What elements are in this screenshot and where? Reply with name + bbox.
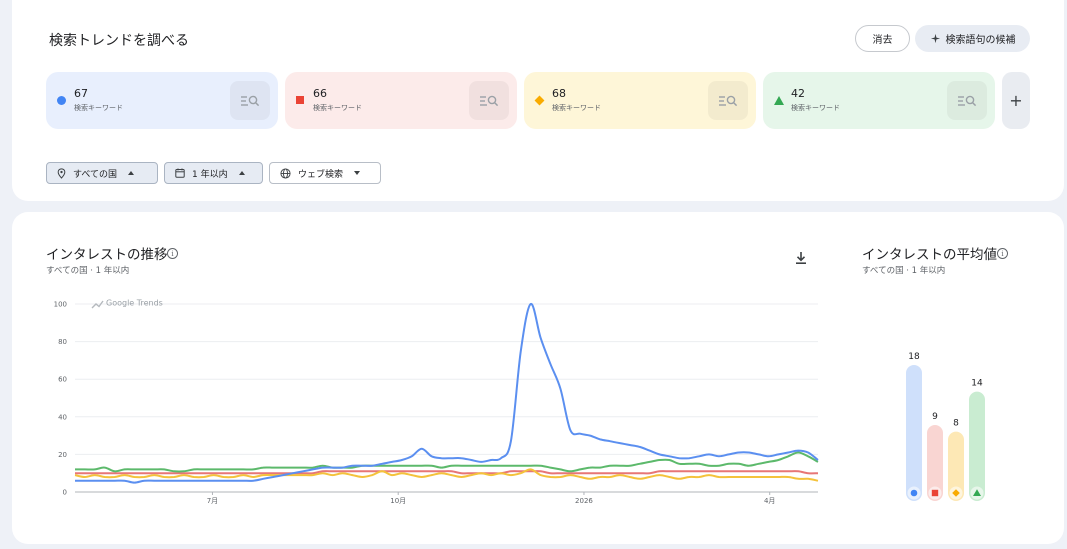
location-pin-icon <box>57 167 66 179</box>
keyword-label: 検索キーワード <box>791 104 840 112</box>
average-value-label: 18 <box>908 352 920 362</box>
keyword-card[interactable]: 68 検索キーワード <box>524 72 756 129</box>
series-line-3 <box>74 451 819 473</box>
keyword-label: 検索キーワード <box>552 104 601 112</box>
y-tick-label: 100 <box>54 301 67 309</box>
list-search-icon <box>719 95 738 106</box>
x-tick-label: 2026 <box>575 497 593 505</box>
average-bar[interactable] <box>927 425 943 501</box>
caret-down-icon <box>354 171 361 175</box>
time-range-label: 1 年以内 <box>192 169 228 180</box>
average-bar[interactable] <box>948 431 964 501</box>
caret-up-icon <box>128 171 135 175</box>
square-marker-icon <box>931 489 939 497</box>
page-title: 検索トレンドを調べる <box>49 33 189 49</box>
circle-marker-icon <box>910 489 918 497</box>
search-suggestions-button[interactable]: 検索語句の候補 <box>915 25 1030 52</box>
interest-line-chart: 0 20 40 60 80 100 7月 10月 2026 4月 Google Trends <box>54 299 819 505</box>
average-value-label: 14 <box>971 379 983 389</box>
circle-marker-icon <box>57 96 66 105</box>
info-icon[interactable]: i <box>997 248 1008 259</box>
keyword-card[interactable]: 66 検索キーワード <box>285 72 517 129</box>
sparkle-icon <box>930 33 940 44</box>
search-type-label: ウェブ検索 <box>298 169 344 180</box>
average-value-label: 8 <box>953 419 959 429</box>
info-icon[interactable]: i <box>167 248 178 259</box>
y-tick-label: 40 <box>58 413 67 421</box>
x-tick-label: 10月 <box>390 497 406 505</box>
download-icon[interactable] <box>793 250 809 266</box>
trend-icon <box>91 300 104 309</box>
series-line-0 <box>75 302 819 484</box>
y-tick-label: 80 <box>58 338 67 346</box>
interest-card <box>12 212 1064 544</box>
average-value-label: 9 <box>932 412 938 422</box>
diamond-marker-icon <box>534 95 545 106</box>
globe-icon <box>280 167 291 179</box>
y-tick-label: 0 <box>63 489 67 497</box>
series-line-2 <box>74 468 819 482</box>
keyword-value[interactable]: 67 <box>74 87 88 100</box>
keyword-label: 検索キーワード <box>74 104 123 112</box>
series-line-1 <box>75 470 819 475</box>
keyword-card[interactable]: 67 検索キーワード <box>46 72 278 129</box>
country-filter[interactable]: すべての国 <box>46 162 158 184</box>
keyword-value[interactable]: 42 <box>791 87 805 100</box>
y-tick-label: 60 <box>58 376 67 384</box>
x-tick-label: 7月 <box>207 497 218 505</box>
caret-up-icon <box>238 171 245 175</box>
average-bar-chart: 18 9 8 14 <box>906 352 985 501</box>
search-suggestions-label: 検索語句の候補 <box>945 35 1016 46</box>
triangle-marker-icon <box>973 489 981 496</box>
average-interest-subtitle: すべての国 · 1 年以内 <box>862 266 946 276</box>
country-filter-label: すべての国 <box>73 169 118 180</box>
keyword-search-button[interactable] <box>469 81 509 120</box>
clear-button-label: 消去 <box>872 35 893 46</box>
watermark-text: Google Trends <box>106 299 163 308</box>
square-marker-icon <box>296 96 304 104</box>
keyword-label: 検索キーワード <box>313 104 362 112</box>
average-bar[interactable] <box>969 391 985 501</box>
search-type-filter[interactable]: ウェブ検索 <box>269 162 381 184</box>
keyword-value[interactable]: 66 <box>313 87 327 100</box>
y-tick-label: 20 <box>58 451 67 459</box>
average-bar[interactable] <box>906 365 922 501</box>
x-tick-label: 4月 <box>764 497 775 505</box>
add-keyword-button[interactable]: + <box>1002 72 1030 129</box>
keyword-search-button[interactable] <box>230 81 270 120</box>
clear-button[interactable]: 消去 <box>855 25 910 52</box>
google-trends-watermark: Google Trends <box>91 299 163 309</box>
keyword-search-button[interactable] <box>947 81 987 120</box>
triangle-marker-icon <box>774 96 784 105</box>
average-interest-title: インタレストの平均値 <box>862 247 997 263</box>
interest-over-time-subtitle: すべての国 · 1 年以内 <box>46 266 130 276</box>
list-search-icon <box>241 95 260 106</box>
interest-over-time-title: インタレストの推移 <box>46 247 168 263</box>
keyword-search-button[interactable] <box>708 81 748 120</box>
list-search-icon <box>480 95 499 106</box>
keyword-value[interactable]: 68 <box>552 87 566 100</box>
calendar-icon <box>175 168 185 178</box>
time-range-filter[interactable]: 1 年以内 <box>164 162 263 184</box>
plus-icon: + <box>1009 91 1023 110</box>
keyword-card[interactable]: 42 検索キーワード <box>763 72 995 129</box>
list-search-icon <box>958 95 977 106</box>
